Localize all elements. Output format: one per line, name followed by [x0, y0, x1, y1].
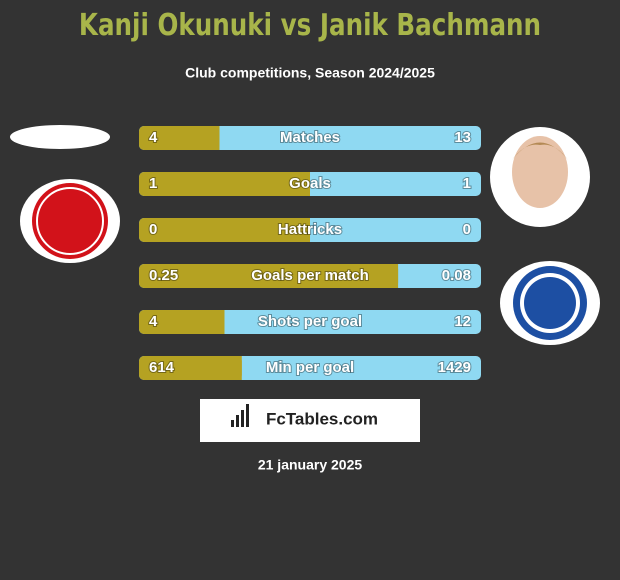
left-value: 614	[149, 359, 175, 376]
right-value: 13	[454, 129, 471, 146]
right-value: 1429	[438, 359, 471, 376]
left-value: 0	[149, 221, 157, 238]
stat-label: Hattricks	[278, 221, 342, 238]
bar-left-edge	[393, 264, 399, 288]
stat-label: Shots per goal	[258, 313, 362, 330]
bar-right	[139, 126, 481, 150]
bar-left-edge	[214, 126, 220, 150]
bar-left-edge	[305, 218, 310, 242]
bar-left-edge	[219, 310, 225, 334]
right-value: 0	[463, 221, 471, 238]
brand: FcTables.com	[266, 409, 378, 428]
bar-left	[139, 172, 310, 196]
right-value: 12	[454, 313, 471, 330]
stat-label: Goals	[289, 175, 331, 192]
bar-left	[139, 356, 242, 380]
subtitle: Club competitions, Season 2024/2025	[185, 65, 435, 81]
right-value: 1	[463, 175, 471, 192]
brand-icon	[231, 404, 249, 427]
bar-left	[139, 218, 310, 242]
right-value: 0.08	[442, 267, 471, 284]
left-value: 4	[149, 313, 158, 330]
bar-left	[139, 126, 220, 150]
bar-left	[139, 310, 225, 334]
bar-left-edge	[236, 356, 242, 380]
title: Kanji Okunuki vs Janik Bachmann	[79, 9, 541, 43]
left-player-placeholder	[10, 125, 110, 149]
left-club-logo-inner	[32, 183, 108, 259]
left-value: 1	[149, 175, 157, 192]
stat-label: Goals per match	[251, 267, 369, 284]
right-player-face	[512, 136, 568, 208]
left-club-logo-ring	[36, 187, 104, 255]
left-value: 0.25	[149, 267, 178, 284]
bar-left-edge	[305, 172, 310, 196]
stat-label: Matches	[280, 129, 340, 146]
right-player-hair	[512, 142, 568, 160]
left-value: 4	[149, 129, 158, 146]
bar-left	[139, 264, 399, 288]
date: 21 january 2025	[258, 457, 363, 473]
stat-label: Min per goal	[266, 359, 354, 376]
right-club-logo-core	[524, 277, 576, 329]
